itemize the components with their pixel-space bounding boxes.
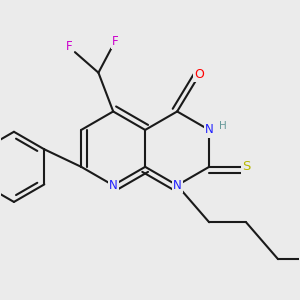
Text: F: F xyxy=(66,40,72,53)
Text: N: N xyxy=(205,123,214,136)
Text: F: F xyxy=(112,35,118,48)
Text: S: S xyxy=(242,160,250,173)
Text: N: N xyxy=(109,179,118,192)
Text: O: O xyxy=(195,68,205,81)
Text: N: N xyxy=(173,179,182,192)
Text: H: H xyxy=(219,121,226,131)
